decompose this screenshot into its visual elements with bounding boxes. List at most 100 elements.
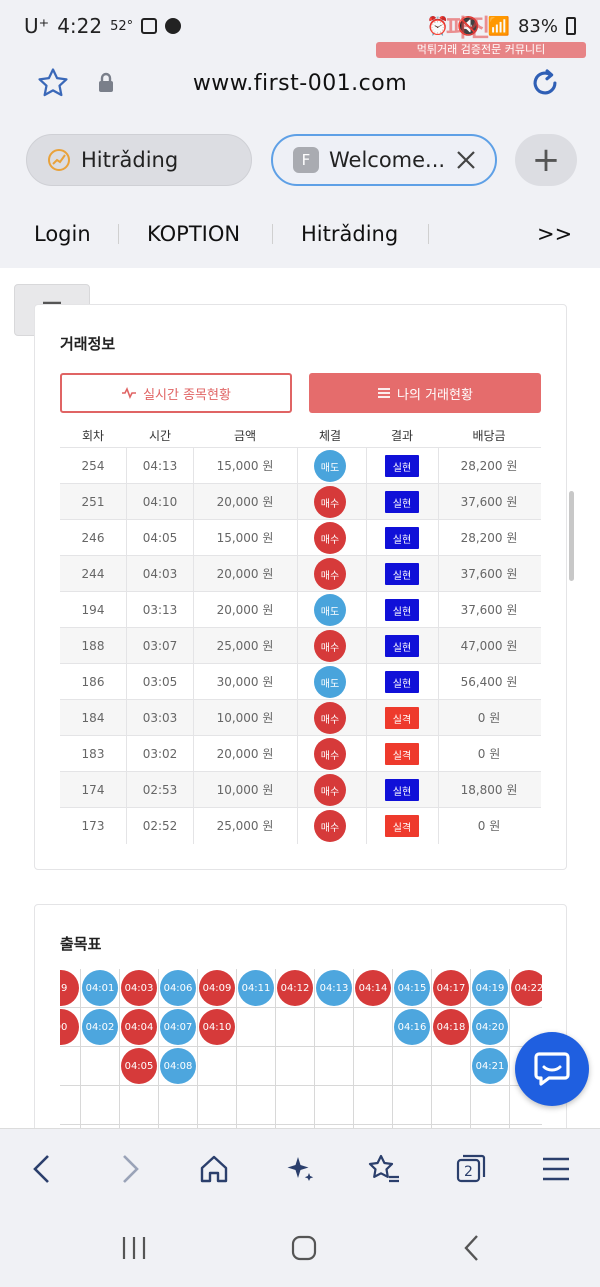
column-divider	[297, 520, 298, 556]
tabs-button[interactable]: 2	[448, 1147, 492, 1191]
result-bubble: 04:18	[433, 1009, 469, 1045]
cell-round: 246	[81, 531, 105, 545]
cell-payout: 28,200 원	[460, 531, 518, 545]
result-bubble: 04:10	[199, 1009, 235, 1045]
column-divider	[366, 772, 367, 808]
result-bubble: 04:22	[511, 970, 542, 1006]
side-bubble: 매수	[314, 522, 346, 554]
grid-cell	[432, 1086, 471, 1125]
result-bubble: 04:11	[238, 970, 274, 1006]
grid-cell	[159, 1047, 198, 1086]
grid-cell	[237, 1086, 276, 1125]
column-divider	[366, 808, 367, 844]
trade-info-title: 거래정보	[60, 335, 116, 353]
site-watermark: 파진 먹튀거래 검증전문 커뮤니티	[376, 8, 586, 58]
tab-label: Welcome...	[329, 148, 446, 172]
watermark-title: 파진	[446, 14, 491, 42]
trade-table-body[interactable]: 254 04:13 15,000 원 매도 실현 28,200 원 251 04:10 20,0…	[60, 447, 541, 844]
my-trades-button[interactable]: 나의 거래현황	[309, 373, 541, 413]
grid-cell	[276, 1125, 315, 1128]
bookmark-divider	[428, 224, 429, 244]
table-scrollbar[interactable]	[569, 491, 574, 581]
column-divider	[126, 772, 127, 808]
cell-round: 184	[81, 711, 105, 725]
list-icon	[378, 388, 391, 398]
live-chat-button[interactable]	[515, 1032, 589, 1106]
bookmark-login[interactable]: Login	[34, 222, 91, 246]
cell-round: 188	[81, 639, 105, 653]
realtime-status-button[interactable]: 실시간 종목현황	[60, 373, 292, 413]
system-home-button[interactable]	[282, 1226, 326, 1270]
column-divider	[193, 520, 194, 556]
column-divider	[366, 592, 367, 628]
url-text[interactable]: www.first-001.com	[192, 70, 408, 96]
recent-apps-button[interactable]	[112, 1226, 156, 1270]
result-bubble: 04:06	[160, 970, 196, 1006]
grid-cell	[60, 1008, 81, 1047]
recent-apps-icon	[122, 1237, 146, 1259]
cell-time: 02:52	[142, 819, 178, 833]
grid-cell	[60, 1125, 81, 1128]
result-badge: 실현	[385, 671, 419, 693]
bookmarks-button[interactable]	[362, 1147, 406, 1191]
gallery-notification-icon	[141, 18, 158, 34]
table-row: 254 04:13 15,000 원 매도 실현 28,200 원	[60, 447, 541, 484]
grid-cell	[276, 1047, 315, 1086]
overflow-menu-button[interactable]	[534, 1147, 578, 1191]
cell-amount: 20,000 원	[216, 567, 274, 581]
home-button[interactable]	[192, 1147, 236, 1191]
cell-time: 04:10	[142, 495, 178, 509]
column-divider	[438, 628, 439, 664]
column-divider	[366, 664, 367, 700]
side-bubble: 매도	[314, 450, 346, 482]
tab-welcome[interactable]: F Welcome...	[271, 134, 497, 186]
grid-cell	[81, 1125, 120, 1128]
column-divider	[366, 736, 367, 772]
star-bookmark-icon[interactable]	[36, 66, 70, 100]
address-bar: www.first-001.com	[0, 52, 600, 114]
result-bubble: 04:12	[277, 970, 313, 1006]
forward-button[interactable]	[108, 1147, 152, 1191]
grid-cell	[432, 1008, 471, 1047]
column-divider	[126, 520, 127, 556]
side-bubble: 매수	[314, 558, 346, 590]
bookmark-koption[interactable]: KOPTION	[147, 222, 241, 246]
reload-icon[interactable]	[528, 66, 562, 100]
cell-payout: 37,600 원	[460, 495, 518, 509]
column-divider	[297, 736, 298, 772]
new-tab-button[interactable]: +	[515, 134, 577, 186]
bookmark-more-button[interactable]: >>	[537, 222, 573, 246]
column-divider	[193, 592, 194, 628]
column-divider	[366, 484, 367, 520]
side-bubble: 매수	[314, 774, 346, 806]
column-divider	[126, 484, 127, 520]
result-bubble: 04:15	[394, 970, 430, 1006]
grid-cell	[354, 969, 393, 1008]
grid-cell	[471, 1086, 510, 1125]
back-button[interactable]	[20, 1147, 64, 1191]
bookmark-hitrading[interactable]: Hitrǎding	[301, 222, 399, 246]
column-divider	[126, 736, 127, 772]
home-square-icon	[291, 1235, 317, 1261]
cell-round: 183	[81, 747, 105, 761]
grid-cell	[237, 1125, 276, 1128]
result-bubble: 00	[60, 1009, 79, 1045]
grid-cell	[510, 969, 542, 1008]
close-icon[interactable]	[455, 149, 477, 171]
grid-cell	[393, 969, 432, 1008]
ai-assist-button[interactable]	[278, 1147, 322, 1191]
table-row: 246 04:05 15,000 원 매수 실현 28,200 원	[60, 519, 541, 556]
grid-cell	[120, 969, 159, 1008]
grid-cell	[198, 1008, 237, 1047]
tab-hitrading[interactable]: Hitrǎding	[26, 134, 252, 186]
column-divider	[126, 700, 127, 736]
cell-time: 03:07	[142, 639, 178, 653]
cell-payout: 0 원	[477, 711, 501, 725]
chevron-left-icon	[33, 1155, 49, 1183]
cell-payout: 37,600 원	[460, 567, 518, 581]
cell-round: 251	[81, 495, 105, 509]
system-back-button[interactable]	[450, 1226, 494, 1270]
grid-cell	[315, 1086, 354, 1125]
cell-payout: 0 원	[477, 747, 501, 761]
battery-level: 83%	[517, 15, 558, 37]
